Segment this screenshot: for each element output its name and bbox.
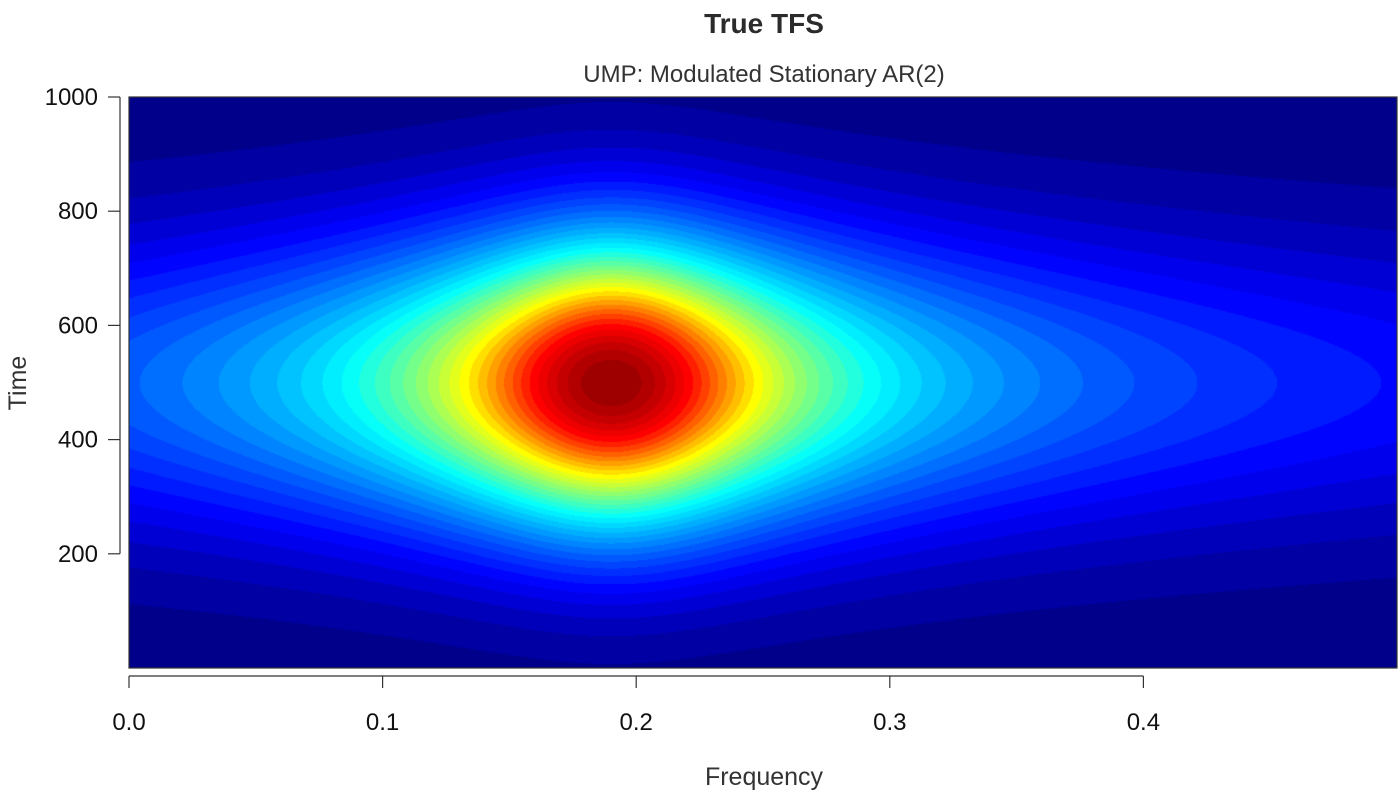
y-tick-label: 600 <box>58 312 98 339</box>
x-tick-label: 0.2 <box>620 709 653 736</box>
chart-subtitle: UMP: Modulated Stationary AR(2) <box>583 61 945 88</box>
x-axis-label: Frequency <box>705 763 824 791</box>
plot-area <box>129 97 1397 668</box>
y-tick-label: 1000 <box>45 84 98 111</box>
x-tick-label: 0.1 <box>366 709 399 736</box>
x-axis: 0.0 0.1 0.2 0.3 0.4 <box>112 675 1160 736</box>
y-tick-label: 400 <box>58 427 98 454</box>
x-tick-label: 0.4 <box>1127 709 1160 736</box>
chart-title: True TFS <box>704 8 824 39</box>
y-tick-label: 200 <box>58 541 98 568</box>
heatmap-canvas <box>129 97 1397 668</box>
y-axis: 200 400 600 800 1000 <box>45 84 121 568</box>
y-tick-label: 800 <box>58 198 98 225</box>
x-tick-label: 0.0 <box>112 709 145 736</box>
y-axis-label: Time <box>4 356 32 411</box>
plot-frame <box>128 96 1398 669</box>
x-tick-label: 0.3 <box>873 709 906 736</box>
